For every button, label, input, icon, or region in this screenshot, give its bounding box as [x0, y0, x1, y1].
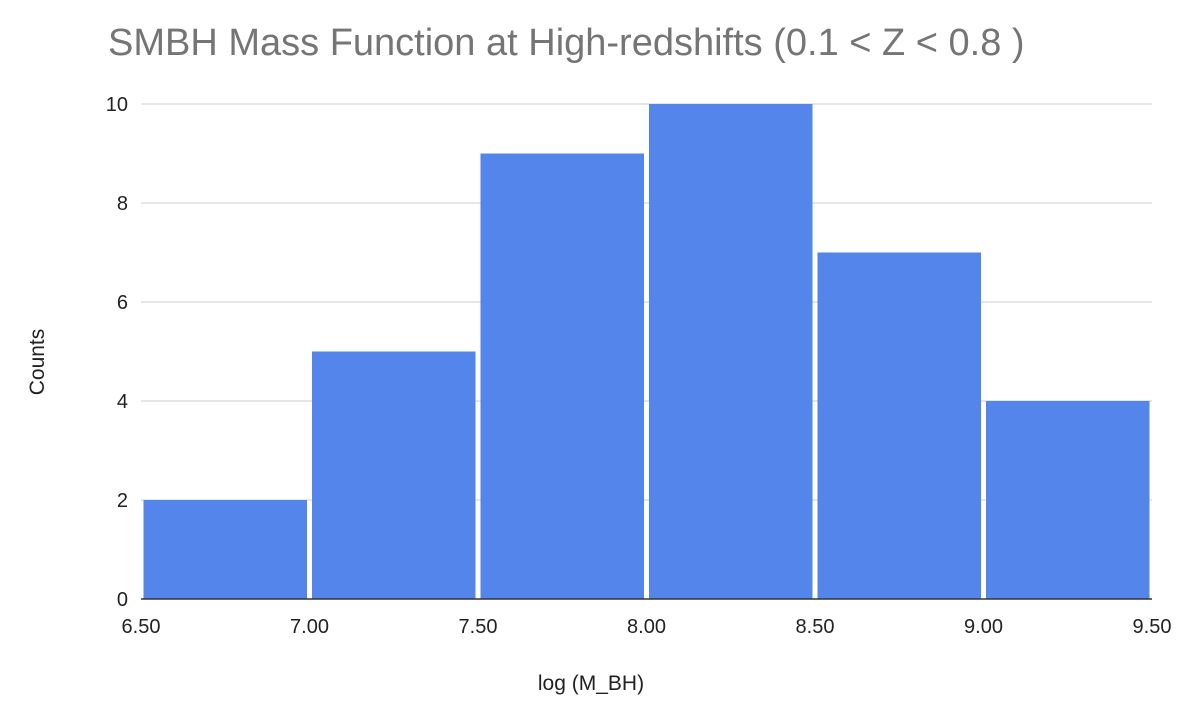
x-tick-label: 7.00 — [290, 616, 329, 638]
y-tick-label: 2 — [117, 490, 128, 512]
y-tick-label: 0 — [117, 589, 128, 611]
histogram-bar — [649, 104, 813, 599]
chart-title: SMBH Mass Function at High-redshifts (0.… — [108, 22, 1025, 64]
histogram-bar — [817, 252, 981, 599]
x-axis-label: log (M_BH) — [537, 672, 645, 695]
x-tick-label: 6.50 — [122, 616, 161, 638]
x-tick-label: 9.00 — [964, 616, 1003, 638]
histogram-bar — [986, 401, 1150, 599]
y-tick-label: 6 — [117, 292, 128, 314]
y-tick-label: 4 — [117, 391, 128, 413]
x-tick-label: 8.50 — [796, 616, 835, 638]
histogram-bar — [480, 153, 644, 599]
x-tick-label: 7.50 — [459, 616, 498, 638]
histogram-bar — [312, 351, 476, 599]
x-tick-label: 8.00 — [627, 616, 666, 638]
y-tick-label: 8 — [117, 193, 128, 215]
histogram-bar — [143, 500, 307, 599]
y-tick-label: 10 — [106, 94, 128, 116]
x-tick-label: 9.50 — [1133, 616, 1172, 638]
